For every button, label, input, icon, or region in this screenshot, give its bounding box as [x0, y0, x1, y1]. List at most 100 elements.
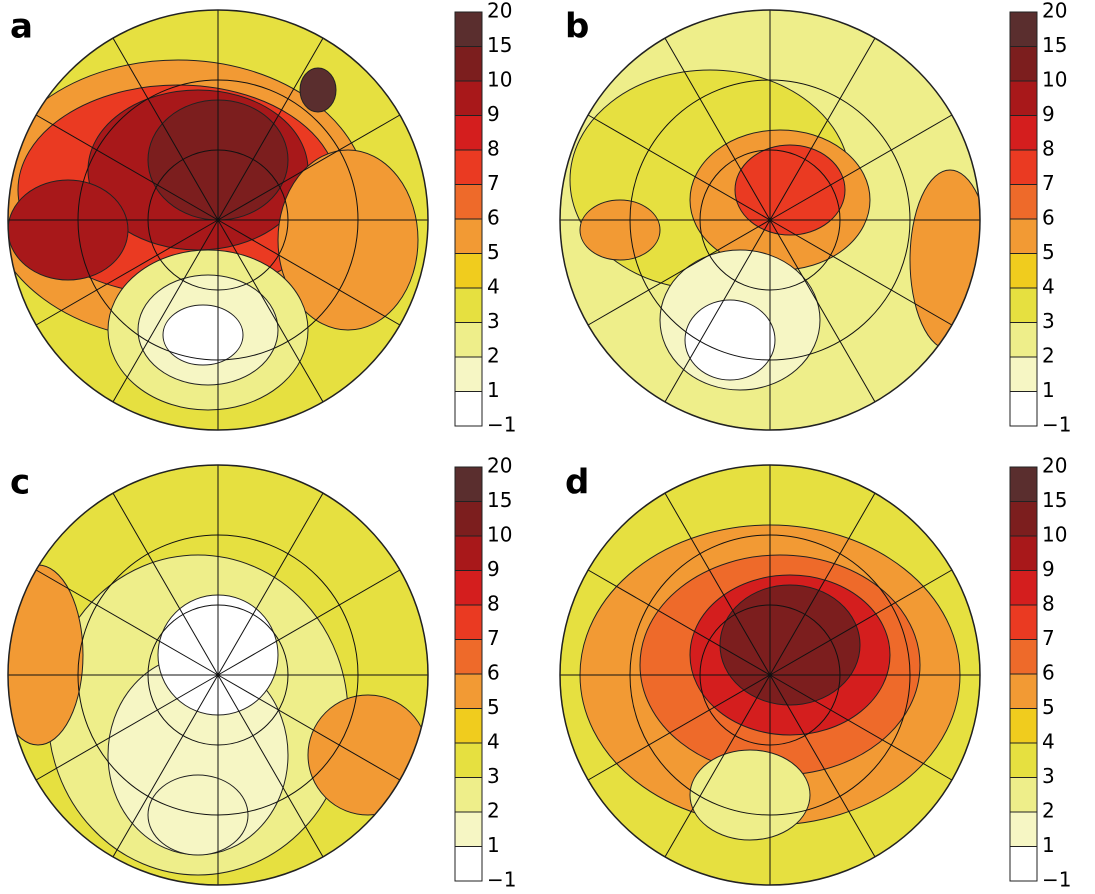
colorbar-swatch — [454, 46, 483, 82]
meridian-line — [769, 492, 876, 676]
meridian-line — [769, 674, 953, 781]
colorbar: 20 15 10 9 8 7 6 5 4 3 2 1 −1 — [454, 0, 516, 437]
colorbar-swatch — [454, 604, 483, 640]
colorbar-swatch — [454, 356, 483, 392]
meridian-line — [769, 219, 876, 403]
panel-label: a — [10, 7, 33, 47]
meridian-line — [664, 37, 771, 221]
colorbar-swatch — [454, 253, 483, 289]
colorbar-swatch — [454, 218, 483, 254]
meridian-line — [769, 569, 953, 676]
colorbar-swatch — [454, 570, 483, 606]
colorbar-tick-label: 6 — [1042, 206, 1055, 230]
colorbar-tick-label: −1 — [1042, 413, 1071, 437]
colorbar-swatch — [454, 115, 483, 151]
colorbar-swatch — [1009, 501, 1038, 537]
field-region — [299, 67, 337, 113]
colorbar-tick-label: 10 — [487, 523, 512, 547]
colorbar-tick-label: 8 — [487, 137, 500, 161]
panel: d 20 15 10 9 8 7 6 5 4 3 2 1 −1 — [559, 454, 1071, 892]
colorbar-swatch — [1009, 811, 1038, 847]
colorbar-swatch — [454, 466, 483, 502]
colorbar-tick-label: 20 — [487, 454, 512, 478]
colorbar-tick-label: 10 — [1042, 523, 1067, 547]
colorbar-swatch — [454, 322, 483, 358]
colorbar-tick-label: 4 — [1042, 275, 1055, 299]
colorbar-swatch — [1009, 708, 1038, 744]
meridian-line — [769, 114, 953, 221]
meridian-line — [35, 674, 219, 781]
colorbar-swatch — [1009, 184, 1038, 220]
colorbar-swatch — [1009, 391, 1038, 427]
colorbar-tick-label: 3 — [1042, 764, 1055, 788]
panel-label: d — [565, 463, 589, 503]
colorbar-swatch — [1009, 218, 1038, 254]
colorbar-swatch — [1009, 535, 1038, 571]
colorbar-tick-label: 1 — [1042, 833, 1055, 857]
meridian-line — [112, 37, 219, 221]
colorbar-swatch — [454, 11, 483, 47]
colorbar-tick-label: 1 — [487, 378, 500, 402]
colorbar-tick-label: 2 — [1042, 344, 1055, 368]
colorbar-tick-label: 6 — [487, 206, 500, 230]
colorbar-tick-label: 9 — [1042, 102, 1055, 126]
colorbar-tick-label: 5 — [1042, 240, 1055, 264]
colorbar-swatch — [1009, 356, 1038, 392]
panel-label: c — [10, 463, 30, 503]
colorbar: 20 15 10 9 8 7 6 5 4 3 2 1 −1 — [1009, 454, 1071, 892]
field-region — [8, 179, 129, 281]
colorbar: 20 15 10 9 8 7 6 5 4 3 2 1 −1 — [1009, 0, 1071, 437]
meridian-line — [112, 219, 219, 403]
colorbar-swatch — [454, 149, 483, 185]
colorbar-tick-label: 3 — [1042, 309, 1055, 333]
colorbar-swatch — [1009, 46, 1038, 82]
colorbar-tick-label: 15 — [1042, 33, 1067, 57]
colorbar-tick-label: 20 — [487, 0, 512, 23]
meridian-line — [217, 674, 324, 858]
meridian-line — [35, 569, 219, 676]
polar-map — [560, 10, 980, 430]
meridian-line — [664, 674, 771, 858]
colorbar-swatch — [1009, 287, 1038, 323]
polar-map — [8, 10, 428, 430]
colorbar-swatch — [454, 287, 483, 323]
meridian-line — [217, 569, 401, 676]
colorbar-tick-label: 20 — [1042, 454, 1067, 478]
colorbar-tick-label: 20 — [1042, 0, 1067, 23]
colorbar-swatch — [1009, 466, 1038, 502]
meridian-line — [217, 37, 324, 221]
colorbar-swatch — [454, 184, 483, 220]
colorbar-swatch — [1009, 80, 1038, 116]
colorbar-swatch — [1009, 777, 1038, 813]
colorbar-tick-label: 10 — [487, 68, 512, 92]
meridian-line — [587, 219, 771, 326]
colorbar-swatch — [1009, 846, 1038, 882]
panel: a 20 15 10 9 8 7 6 5 4 3 2 1 −1 — [7, 0, 516, 437]
colorbar-tick-label: 15 — [1042, 488, 1067, 512]
meridian-line — [35, 114, 219, 221]
colorbar-tick-label: 7 — [1042, 171, 1055, 195]
panel: b 20 15 10 9 8 7 6 5 4 3 2 1 −1 — [559, 0, 1071, 437]
colorbar-swatch — [454, 673, 483, 709]
meridian-line — [217, 219, 324, 403]
meridian-line — [217, 114, 401, 221]
colorbar-tick-label: 9 — [1042, 557, 1055, 581]
colorbar-tick-label: 5 — [1042, 695, 1055, 719]
colorbar-tick-label: 15 — [487, 488, 512, 512]
field-region — [162, 304, 244, 366]
colorbar-tick-label: −1 — [1042, 868, 1071, 891]
panel-label: b — [565, 7, 589, 47]
colorbar-swatch — [1009, 11, 1038, 47]
colorbar-tick-label: −1 — [487, 868, 516, 891]
meridian-line — [35, 219, 219, 326]
colorbar-swatch — [454, 742, 483, 778]
meridian-line — [769, 674, 876, 858]
panel: c 20 15 10 9 8 7 6 5 4 3 2 1 −1 — [7, 454, 516, 892]
colorbar-tick-label: 7 — [1042, 626, 1055, 650]
colorbar-swatch — [454, 708, 483, 744]
colorbar-tick-label: 7 — [487, 171, 500, 195]
field-region — [277, 149, 419, 331]
meridian-line — [112, 674, 219, 858]
field-region — [579, 199, 661, 261]
